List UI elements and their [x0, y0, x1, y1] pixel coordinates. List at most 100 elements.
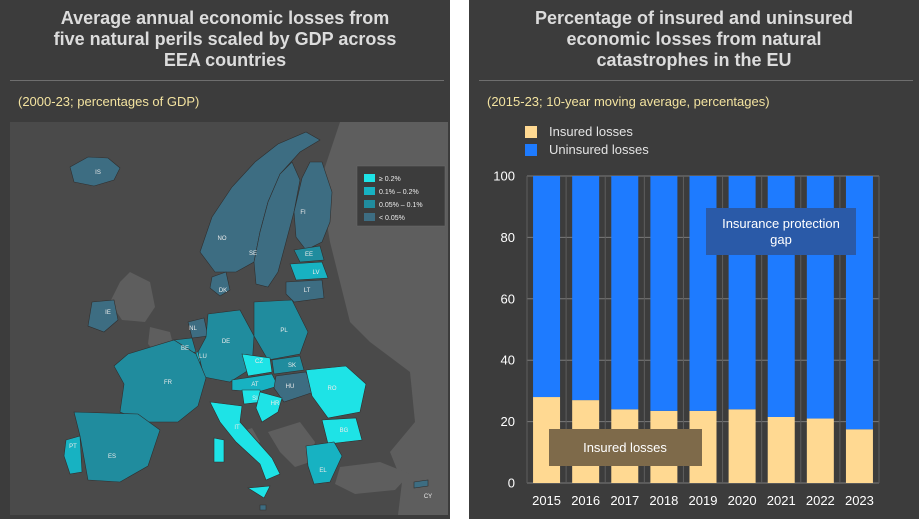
y-tick-label: 60 [501, 291, 515, 306]
legend-swatch-insured [525, 126, 537, 138]
x-tick-label: 2020 [728, 493, 757, 508]
map-title: Average annual economic losses from five… [0, 8, 450, 71]
label-ie: IE [105, 310, 111, 316]
legend-swatch-0-05-0-1 [364, 200, 375, 208]
map-title-line-2: five natural perils scaled by GDP across [53, 29, 397, 49]
country-labels: IS NO SE FI EE LV LT DK IE NL BE LU DE P… [69, 170, 432, 500]
label-is: IS [95, 170, 101, 176]
legend-label-insured: Insured losses [549, 124, 633, 139]
country-es [73, 411, 161, 483]
stacked-bar-chart: Insured losses Uninsured losses 0 20 40 60 80… [493, 124, 880, 508]
label-sk: SK [288, 363, 296, 369]
label-lu: LU [199, 354, 207, 360]
y-tick-label: 0 [508, 476, 515, 491]
country-fi [293, 161, 333, 251]
country-de [197, 309, 255, 383]
chart-title-divider [479, 80, 913, 81]
map-subtitle: (2000-23; percentages of GDP) [18, 94, 200, 109]
country-it-sardinia [213, 437, 225, 463]
y-tick-label: 20 [501, 414, 515, 429]
label-be: BE [181, 346, 189, 352]
label-ro: RO [328, 386, 337, 392]
country-lt [285, 279, 325, 303]
country-lv [289, 261, 329, 281]
map-panel: Average annual economic losses from five… [0, 0, 450, 519]
label-ee: EE [305, 252, 313, 258]
label-dk: DK [219, 288, 227, 294]
legend-label-lt-0-05: < 0.05% [379, 215, 405, 222]
eea-countries [63, 131, 429, 511]
country-se [253, 161, 301, 288]
bar-insured [767, 416, 795, 483]
country-hu [273, 371, 315, 403]
map-legend: ≥ 0.2% 0.1% – 0.2% 0.05% – 0.1% < 0.05% [356, 165, 446, 227]
label-de: DE [222, 339, 230, 345]
x-tick-label: 2017 [610, 493, 639, 508]
label-lv: LV [313, 270, 320, 276]
bar-uninsured [611, 176, 639, 410]
bar-uninsured [572, 176, 600, 401]
legend-label-ge-0-2: ≥ 0.2% [379, 176, 401, 183]
x-tick-label: 2018 [649, 493, 678, 508]
x-tick-label: 2021 [767, 493, 796, 508]
y-tick-label: 40 [501, 353, 515, 368]
country-cz [241, 353, 273, 377]
country-ee [293, 245, 325, 263]
country-mt [259, 504, 267, 511]
legend-label-0-05-0-1: 0.05% – 0.1% [379, 202, 423, 209]
chart-legend: Insured losses Uninsured losses [525, 124, 649, 157]
map-title-line-3: EEA countries [163, 50, 287, 70]
chart-title-line-1: Percentage of insured and uninsured [534, 8, 854, 28]
chart-subtitle: (2015-23; 10-year moving average, percen… [487, 94, 770, 109]
x-tick-label: 2016 [571, 493, 600, 508]
label-lt: LT [304, 288, 311, 294]
label-cz: CZ [255, 359, 263, 365]
label-bg: BG [340, 428, 349, 434]
country-sk [271, 355, 305, 375]
map-title-divider [10, 80, 444, 81]
x-tick-label: 2022 [806, 493, 835, 508]
chart-title-line-2: economic losses from natural [566, 29, 822, 49]
legend-label-0-1-0-2: 0.1% – 0.2% [379, 189, 419, 196]
country-ro [305, 365, 367, 419]
label-hr: HR [271, 401, 280, 407]
country-at [231, 373, 279, 393]
bar-uninsured [650, 176, 678, 411]
country-is [69, 156, 121, 187]
country-pl [253, 299, 309, 361]
bar-insured [728, 409, 756, 483]
chart-x-axis: 2015 2016 2017 2018 2019 2020 2021 2022 2023 [532, 493, 874, 508]
label-cy: CY [424, 494, 432, 500]
label-hu: HU [286, 384, 295, 390]
bar-uninsured [533, 176, 561, 398]
map-title-line-1: Average annual economic losses from [60, 8, 390, 28]
legend-swatch-ge-0-2 [364, 174, 375, 182]
x-tick-label: 2015 [532, 493, 561, 508]
annotation-insured: Insured losses [583, 440, 667, 455]
legend-swatch-0-1-0-2 [364, 187, 375, 195]
chart-title: Percentage of insured and uninsured econ… [469, 8, 919, 71]
label-at: AT [251, 382, 259, 388]
label-no: NO [218, 236, 227, 242]
country-fr [113, 339, 207, 423]
label-fi: FI [300, 210, 306, 216]
legend-label-uninsured: Uninsured losses [549, 142, 649, 157]
country-no [199, 131, 321, 273]
chart-panel: Percentage of insured and uninsured econ… [469, 0, 919, 519]
chart-annotations: Insurance protection gap Insured losses [549, 208, 856, 466]
country-cy [413, 479, 429, 489]
country-dk [209, 271, 231, 297]
label-si: SI [252, 396, 258, 402]
legend-swatch-lt-0-05 [364, 213, 375, 221]
legend-swatch-uninsured [525, 144, 537, 156]
chart-y-axis: 0 20 40 60 80 100 [493, 169, 515, 491]
y-tick-label: 80 [501, 230, 515, 245]
y-tick-label: 100 [493, 169, 515, 184]
country-hr [255, 391, 283, 423]
chart-bars [533, 176, 873, 483]
x-tick-label: 2019 [689, 493, 718, 508]
label-es: ES [108, 454, 116, 460]
country-bg [321, 417, 363, 445]
label-pl: PL [280, 328, 288, 334]
europe-map: IS NO SE FI EE LV LT DK IE NL BE LU DE P… [10, 122, 448, 515]
